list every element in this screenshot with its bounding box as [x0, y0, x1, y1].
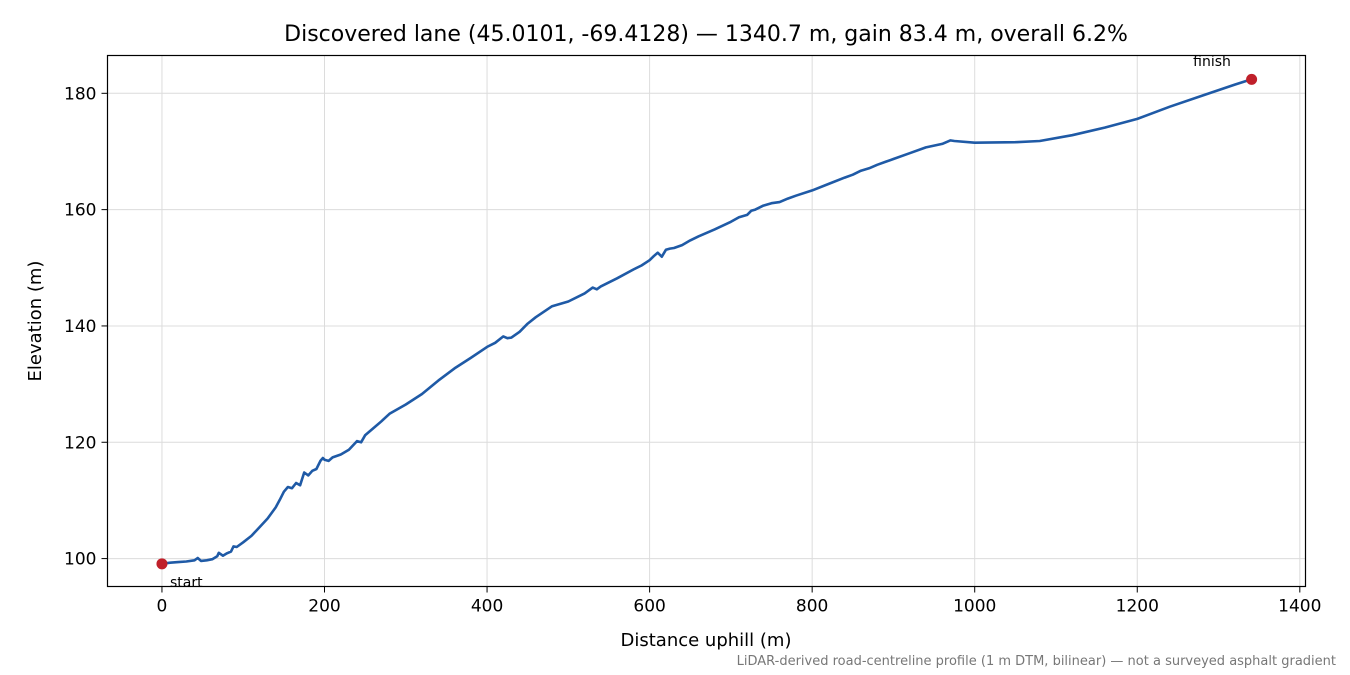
x-tick-label: 1000: [953, 597, 996, 617]
y-axis-label: Elevation (m): [25, 261, 46, 382]
finish-marker: [1246, 73, 1258, 85]
axes-frame: [106, 54, 1307, 588]
footnote: LiDAR-derived road-centreline profile (1…: [737, 654, 1336, 669]
y-tick-label: 140: [64, 317, 96, 337]
y-tick-label: 180: [64, 84, 96, 104]
y-tick-label: 100: [64, 550, 96, 570]
x-tick-label: 600: [633, 597, 665, 617]
start-label: start: [170, 575, 203, 591]
y-tick-label: 160: [64, 201, 96, 221]
x-tick-label: 1400: [1278, 597, 1321, 617]
x-tick-label: 400: [471, 597, 503, 617]
x-tick-label: 800: [796, 597, 828, 617]
start-marker: [156, 558, 168, 570]
x-tick-label: 0: [157, 597, 168, 617]
axis-ticks: 0 200 400 600 800 1000 1200 1400 100 120 140 160 180: [64, 84, 1321, 616]
chart-title: Discovered lane (45.0101, -69.4128) — 13…: [284, 22, 1128, 47]
y-tick-label: 120: [64, 433, 96, 453]
finish-label: finish: [1193, 54, 1231, 70]
grid-lines: [107, 55, 1306, 587]
x-tick-label: 1200: [1116, 597, 1159, 617]
elevation-line: [160, 78, 1253, 566]
plot-area: [156, 73, 1258, 570]
x-axis-label: Distance uphill (m): [621, 630, 792, 651]
x-tick-label: 200: [308, 597, 340, 617]
